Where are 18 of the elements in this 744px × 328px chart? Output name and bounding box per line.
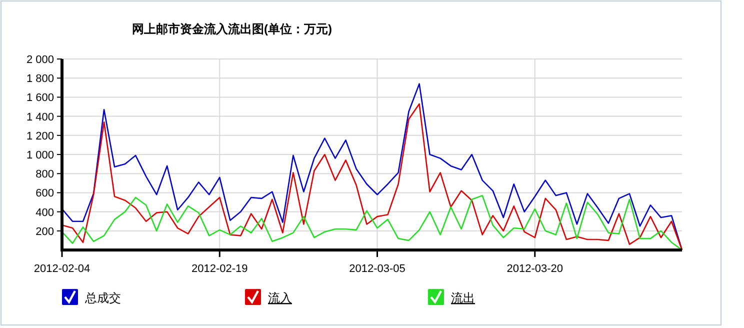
y-tick-label: 1 200 — [26, 130, 54, 142]
x-tick-label: 2012-02-04 — [34, 263, 90, 275]
x-tick-label: 2012-02-19 — [191, 263, 248, 275]
chart-title: 网上邮市资金流入流出图(单位：万元) — [132, 22, 332, 36]
y-tick-label: 1 400 — [26, 111, 54, 124]
y-tick-label: 600 — [36, 188, 54, 200]
y-tick-label: 200 — [36, 226, 54, 238]
legend-label: 总成交 — [84, 291, 121, 305]
y-tick-label: 1 000 — [26, 150, 54, 162]
legend-label: 流入 — [268, 291, 292, 305]
legend-label: 流出 — [451, 291, 475, 305]
x-tick-label: 2012-03-20 — [506, 263, 564, 275]
y-tick-label: 800 — [36, 168, 54, 181]
x-tick-label: 2012-03-05 — [349, 263, 406, 275]
y-tick-label: 1 800 — [26, 73, 54, 86]
y-tick-label: 400 — [36, 206, 54, 219]
y-tick-label: 1 600 — [26, 92, 54, 104]
y-tick-label: 2 000 — [26, 54, 54, 66]
